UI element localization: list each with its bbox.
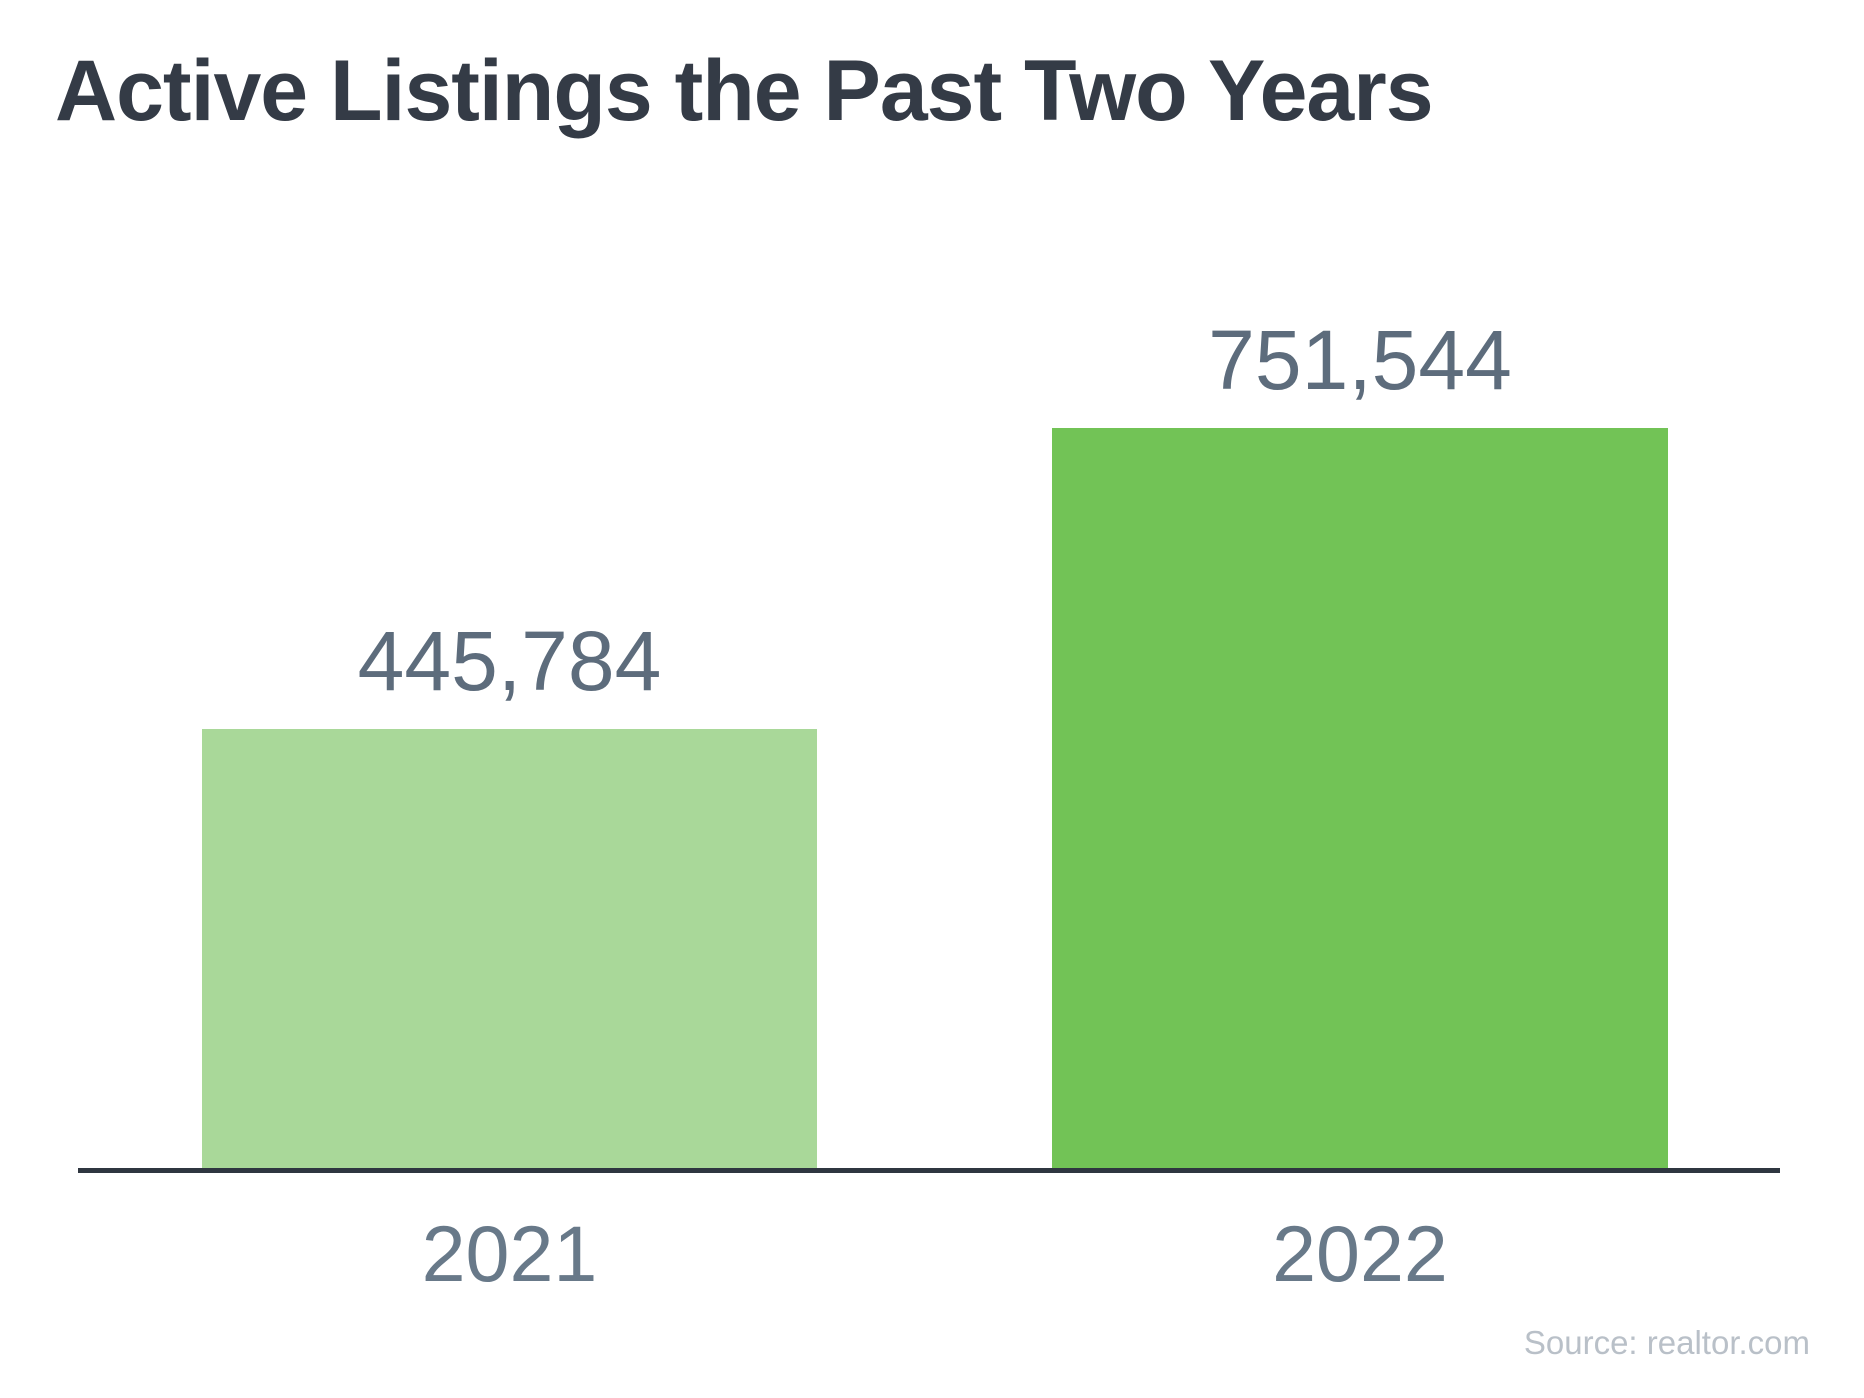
x-axis-label-2021: 2021 bbox=[421, 1209, 598, 1298]
chart-title: Active Listings the Past Two Years bbox=[55, 43, 1434, 139]
bar-value-label-2022: 751,544 bbox=[1208, 313, 1512, 407]
x-axis-line bbox=[78, 1168, 1780, 1173]
x-axis-label-2022: 2022 bbox=[1272, 1209, 1448, 1298]
bar-2021 bbox=[202, 729, 817, 1168]
bar-value-label-2021: 445,784 bbox=[357, 614, 662, 708]
source-credit: Source: realtor.com bbox=[1523, 1324, 1810, 1361]
bar-group-2021: 445,784 bbox=[202, 619, 817, 1168]
bar-group-2022: 751,544 bbox=[1052, 318, 1668, 1168]
bar-2022 bbox=[1052, 428, 1668, 1168]
